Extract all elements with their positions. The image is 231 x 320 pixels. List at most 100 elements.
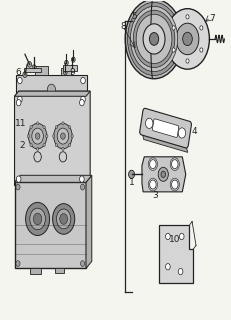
Circle shape — [160, 171, 165, 178]
Polygon shape — [16, 75, 87, 105]
Circle shape — [18, 77, 22, 84]
Circle shape — [165, 9, 209, 69]
Circle shape — [18, 96, 22, 102]
Circle shape — [80, 184, 84, 190]
Circle shape — [149, 33, 158, 45]
Text: 5: 5 — [131, 12, 137, 21]
Polygon shape — [63, 65, 76, 71]
Polygon shape — [15, 91, 90, 96]
Text: 10: 10 — [168, 235, 180, 244]
Circle shape — [55, 125, 57, 129]
Circle shape — [177, 128, 185, 138]
Circle shape — [16, 176, 21, 182]
Circle shape — [171, 160, 177, 169]
Circle shape — [160, 37, 162, 41]
Polygon shape — [15, 175, 91, 182]
Circle shape — [61, 122, 64, 125]
Circle shape — [148, 47, 151, 50]
Circle shape — [130, 6, 177, 72]
Polygon shape — [158, 225, 192, 283]
Circle shape — [52, 134, 55, 138]
Polygon shape — [15, 182, 86, 268]
Circle shape — [133, 10, 174, 68]
Circle shape — [182, 32, 191, 45]
Text: 6: 6 — [15, 68, 21, 77]
Circle shape — [60, 213, 67, 224]
Text: 2: 2 — [20, 141, 25, 150]
Circle shape — [23, 72, 27, 77]
Circle shape — [30, 144, 32, 147]
Circle shape — [149, 160, 155, 169]
Circle shape — [179, 233, 183, 240]
Circle shape — [32, 128, 43, 144]
Circle shape — [144, 37, 147, 41]
Circle shape — [32, 65, 36, 70]
Circle shape — [30, 125, 32, 129]
Bar — [60, 68, 71, 75]
Circle shape — [165, 264, 170, 270]
Text: 9: 9 — [69, 68, 75, 77]
Polygon shape — [141, 157, 185, 192]
Circle shape — [79, 100, 84, 106]
Circle shape — [171, 48, 174, 52]
Polygon shape — [141, 132, 187, 152]
Circle shape — [28, 123, 47, 149]
Circle shape — [80, 77, 85, 84]
Circle shape — [80, 96, 85, 102]
Circle shape — [36, 122, 39, 125]
Bar — [29, 268, 41, 274]
Polygon shape — [24, 68, 41, 72]
FancyBboxPatch shape — [152, 119, 178, 137]
Circle shape — [43, 144, 45, 147]
Polygon shape — [86, 175, 91, 268]
Circle shape — [185, 15, 188, 19]
Circle shape — [128, 170, 134, 179]
Circle shape — [80, 261, 84, 267]
Circle shape — [175, 23, 198, 55]
Circle shape — [127, 2, 180, 76]
Circle shape — [156, 47, 158, 50]
Circle shape — [177, 268, 182, 275]
Circle shape — [55, 144, 57, 147]
Circle shape — [57, 128, 68, 144]
Circle shape — [148, 28, 151, 31]
Circle shape — [171, 180, 177, 189]
Circle shape — [30, 208, 45, 230]
Text: 3: 3 — [152, 190, 157, 200]
Circle shape — [165, 233, 170, 240]
Circle shape — [185, 59, 188, 63]
Circle shape — [63, 70, 67, 75]
Circle shape — [54, 123, 72, 149]
Circle shape — [27, 61, 31, 67]
Bar — [55, 268, 64, 273]
Circle shape — [171, 26, 174, 30]
Circle shape — [25, 202, 49, 236]
Circle shape — [27, 134, 29, 138]
Circle shape — [60, 133, 65, 139]
FancyBboxPatch shape — [139, 108, 191, 148]
Circle shape — [52, 204, 74, 234]
Circle shape — [79, 176, 84, 182]
Circle shape — [199, 26, 202, 30]
Circle shape — [125, 0, 182, 79]
Circle shape — [71, 57, 75, 62]
Circle shape — [145, 118, 152, 128]
Text: 7: 7 — [208, 14, 214, 23]
Circle shape — [56, 209, 70, 229]
Circle shape — [149, 180, 155, 189]
Circle shape — [47, 84, 55, 96]
Circle shape — [16, 261, 20, 267]
Circle shape — [68, 125, 70, 129]
Circle shape — [156, 28, 158, 31]
Text: 4: 4 — [191, 127, 196, 136]
Circle shape — [68, 144, 70, 147]
Circle shape — [16, 100, 21, 106]
Circle shape — [136, 14, 171, 64]
Circle shape — [16, 184, 20, 190]
Polygon shape — [15, 91, 90, 186]
Circle shape — [64, 60, 68, 65]
Bar — [35, 66, 48, 75]
Circle shape — [158, 167, 168, 181]
Text: 11: 11 — [15, 119, 26, 128]
Circle shape — [36, 147, 39, 150]
